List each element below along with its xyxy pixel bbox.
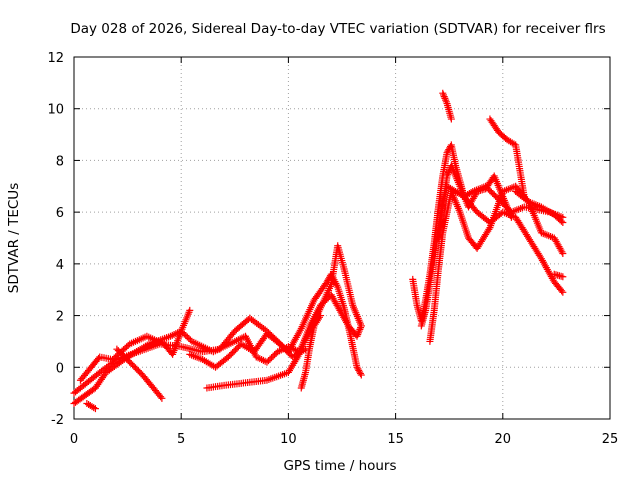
data-point bbox=[467, 188, 475, 196]
data-point bbox=[485, 225, 493, 233]
data-point bbox=[507, 213, 515, 221]
y-tick-label: 8 bbox=[56, 154, 64, 169]
data-point bbox=[317, 312, 325, 320]
data-point bbox=[557, 217, 565, 225]
series-sat-l bbox=[434, 162, 515, 242]
x-axis-label: GPS time / hours bbox=[283, 458, 396, 474]
y-axis-label: SDTVAR / TECUs bbox=[6, 183, 22, 293]
y-tick-label: 6 bbox=[56, 206, 64, 221]
data-point bbox=[439, 89, 447, 97]
data-point bbox=[315, 313, 323, 321]
data-point bbox=[354, 331, 362, 339]
data-point bbox=[440, 93, 448, 101]
data-point bbox=[441, 94, 449, 102]
series-sat-d bbox=[113, 345, 166, 402]
data-point bbox=[442, 98, 450, 106]
data-point bbox=[356, 368, 364, 376]
series-sat-m bbox=[439, 89, 455, 123]
x-tick-label: 25 bbox=[602, 432, 619, 447]
data-point bbox=[443, 149, 451, 157]
data-point bbox=[444, 168, 452, 176]
data-point bbox=[95, 354, 103, 362]
data-point bbox=[180, 330, 188, 338]
y-tick-label: -2 bbox=[51, 413, 64, 428]
series-sat-c bbox=[76, 306, 194, 384]
series-sat-b bbox=[70, 242, 365, 407]
x-tick-label: 20 bbox=[495, 432, 512, 447]
data-point bbox=[356, 325, 364, 333]
data-point bbox=[268, 354, 276, 362]
x-tick-label: 0 bbox=[70, 432, 78, 447]
series-sat-h bbox=[297, 312, 325, 392]
data-point bbox=[269, 352, 277, 360]
data-point bbox=[444, 170, 452, 178]
data-point bbox=[271, 351, 279, 359]
series-sat-p bbox=[550, 270, 567, 281]
data-point bbox=[355, 366, 363, 374]
data-point bbox=[354, 329, 362, 337]
y-tick-label: 2 bbox=[56, 310, 64, 325]
data-point bbox=[447, 115, 455, 123]
y-tick-label: 10 bbox=[47, 103, 64, 118]
data-point bbox=[158, 394, 166, 402]
plot-frame bbox=[73, 56, 611, 420]
data-point bbox=[90, 404, 98, 412]
y-tick-label: 12 bbox=[47, 51, 64, 66]
series-sat-e bbox=[83, 399, 99, 413]
data-points bbox=[70, 89, 567, 413]
x-axis: 0 5 10 15 20 25 bbox=[70, 57, 618, 447]
y-axis: -2 0 2 4 6 8 10 12 bbox=[47, 51, 610, 428]
data-point bbox=[356, 369, 364, 377]
series-sat-o bbox=[512, 187, 567, 226]
x-tick-label: 10 bbox=[280, 432, 297, 447]
x-tick-label: 15 bbox=[387, 432, 404, 447]
y-tick-label: 4 bbox=[56, 258, 64, 273]
data-point bbox=[320, 298, 328, 306]
data-point bbox=[183, 333, 191, 341]
data-point bbox=[263, 358, 271, 366]
data-point bbox=[323, 295, 331, 303]
data-point bbox=[442, 96, 450, 104]
series-sat-a bbox=[70, 270, 365, 397]
data-point bbox=[559, 218, 567, 226]
data-point bbox=[317, 301, 325, 309]
data-point bbox=[185, 334, 193, 342]
data-point bbox=[357, 371, 365, 379]
chart-title: Day 028 of 2026, Sidereal Day-to-day VTE… bbox=[70, 21, 605, 37]
data-point bbox=[357, 324, 365, 332]
data-point bbox=[559, 250, 567, 258]
data-point bbox=[439, 91, 447, 99]
data-point bbox=[266, 355, 274, 363]
series-sat-g bbox=[186, 330, 310, 371]
x-tick-label: 5 bbox=[177, 432, 185, 447]
series-sat-f bbox=[203, 291, 365, 392]
data-point bbox=[558, 248, 566, 256]
data-point bbox=[354, 365, 362, 373]
series-sat-n bbox=[486, 115, 528, 201]
data-point bbox=[536, 253, 544, 261]
data-point bbox=[357, 322, 365, 330]
data-point bbox=[186, 306, 194, 314]
data-point bbox=[182, 332, 190, 340]
data-point bbox=[353, 332, 361, 340]
data-point bbox=[558, 287, 566, 295]
data-point bbox=[559, 273, 567, 281]
data-point bbox=[355, 327, 363, 335]
data-point bbox=[321, 297, 329, 305]
data-point bbox=[559, 288, 567, 296]
data-point bbox=[157, 393, 165, 401]
data-point bbox=[443, 172, 451, 180]
data-point bbox=[264, 357, 272, 365]
data-point bbox=[91, 405, 99, 413]
data-point bbox=[353, 363, 361, 371]
y-tick-label: 0 bbox=[56, 361, 64, 376]
data-point bbox=[318, 300, 326, 308]
